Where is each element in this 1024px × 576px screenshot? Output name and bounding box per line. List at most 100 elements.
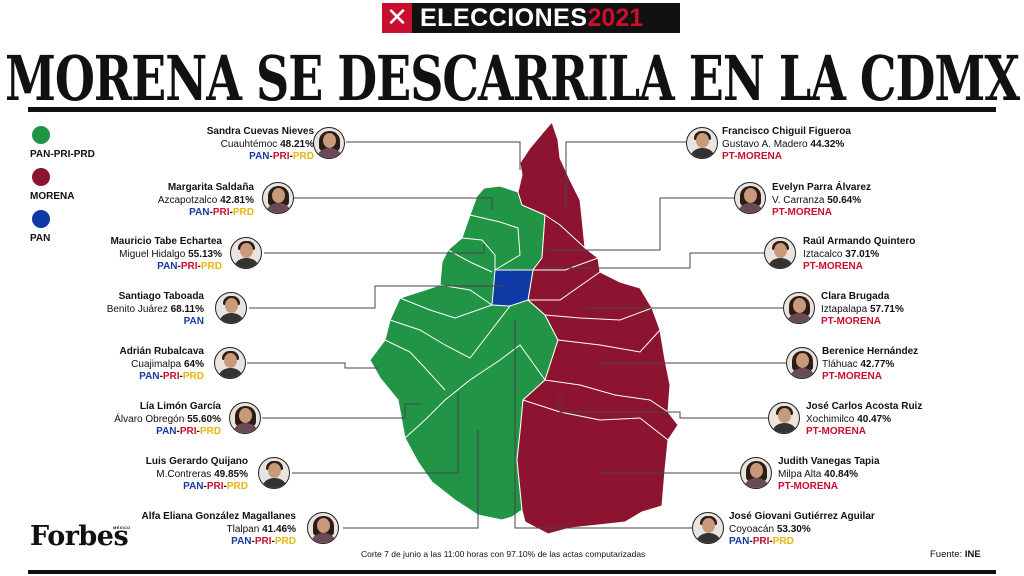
candidate-photo [768, 402, 800, 434]
candidate-name: Raúl Armando Quintero [803, 236, 916, 247]
candidate-photo [783, 292, 815, 324]
top-rule [28, 107, 996, 112]
candidate-miguel-hidalgo: Mauricio Tabe Echartea Miguel Hidalgo 55… [110, 236, 222, 274]
candidate-photo [215, 292, 247, 324]
candidate-xochimilco: José Carlos Acosta Ruiz Xochimilco 40.47… [806, 401, 922, 439]
alliance-label: PT-MORENA [821, 316, 881, 327]
candidate-result: Miguel Hidalgo 55.13% [110, 249, 222, 262]
candidate-result: Tláhuac 42.77% [822, 359, 918, 372]
district-name: Coyoacán [729, 523, 775, 535]
candidate-milpa-alta: Judith Vanegas Tapia Milpa Alta 40.84% P… [778, 456, 880, 494]
candidate-photo [686, 127, 718, 159]
candidate-name: Evelyn Parra Álvarez [772, 182, 871, 193]
candidate-name: Margarita Saldaña [167, 182, 254, 193]
vote-pct: 48.21% [280, 138, 314, 150]
candidate-photo [258, 457, 290, 489]
candidate-gustavo-a-madero: Francisco Chiguil Figueroa Gustavo A. Ma… [722, 126, 851, 164]
ballot-x-icon: ✕ [382, 3, 412, 33]
cutoff-note: Corte 7 de junio a las 11:00 horas con 9… [361, 549, 646, 559]
candidate-result: Gustavo A. Madero 44.32% [722, 139, 851, 152]
candidate-result: Coyoacán 53.30% [729, 524, 875, 537]
vote-pct: 42.77% [860, 358, 895, 370]
vote-pct: 55.60% [187, 413, 221, 425]
candidate-name: Luis Gerardo Quijano [145, 456, 248, 467]
candidate-photo [307, 512, 339, 544]
district-name: Benito Juárez [106, 303, 168, 315]
candidate-result: Iztacalco 37.01% [803, 249, 915, 262]
candidate-tlahuac: Berenice Hernández Tláhuac 42.77% PT-MOR… [822, 346, 918, 384]
legend-pan: PAN [30, 210, 50, 244]
vote-pct: 53.30% [776, 523, 811, 535]
candidate-photo [740, 457, 772, 489]
alliance-label: PAN-PRI-PRD [157, 261, 222, 272]
alliance-label: PAN-PRI-PRD [249, 151, 314, 162]
alliance-label: PAN-PRI-PRD [156, 426, 221, 437]
vote-pct: 64% [183, 358, 204, 370]
legend-pan-pri-prd: PAN-PRI-PRD [30, 126, 95, 160]
blue-region [491, 269, 534, 307]
candidate-tlalpan: Alfa Eliana González Magallanes Tlalpan … [142, 511, 297, 549]
candidate-photo [734, 182, 766, 214]
vote-pct: 41.46% [262, 523, 296, 535]
source-credit: Fuente: INE [930, 549, 981, 560]
vote-pct: 49.85% [214, 468, 248, 480]
candidate-name: Francisco Chiguil Figueroa [722, 126, 851, 137]
leader-lines-right [514, 141, 786, 529]
candidate-v-carranza: Evelyn Parra Álvarez V. Carranza 50.64% … [772, 182, 871, 220]
leader-lines-left [247, 141, 521, 529]
vote-pct: 42.81% [220, 194, 254, 206]
district-name: Iztapalapa [821, 303, 868, 315]
candidate-cuauhtemoc: Sandra Cuevas Nieves Cuauhtémoc 48.21% P… [207, 126, 314, 164]
candidate-name: José Giovani Gutiérrez Aguilar [729, 511, 875, 522]
candidate-name: Adrián Rubalcava [119, 346, 204, 357]
candidate-result: Benito Juárez 68.11% [107, 304, 204, 317]
candidate-photo [692, 512, 724, 544]
headline: MORENA SE DESCARRILA EN LA CDMX [4, 42, 1020, 115]
vote-pct: 37.01% [845, 248, 880, 260]
candidate-result: Xochimilco 40.47% [806, 414, 922, 427]
district-name: Tláhuac [822, 358, 858, 370]
candidate-name: Santiago Taboada [118, 291, 204, 302]
alliance-label: PAN-PRI-PRD [231, 536, 296, 547]
district-name: M.Contreras [156, 468, 212, 480]
candidate-photo [229, 402, 261, 434]
alliance-label: PAN-PRI-PRD [139, 371, 204, 382]
alliance-label: PAN-PRI-PRD [729, 536, 794, 547]
candidate-result: Milpa Alta 40.84% [778, 469, 880, 482]
candidate-name: José Carlos Acosta Ruiz [806, 401, 923, 412]
vote-pct: 55.13% [188, 248, 222, 260]
vote-pct: 40.47% [857, 413, 892, 425]
candidate-result: Tlalpan 41.46% [142, 523, 296, 537]
alliance-label: PT-MORENA [806, 426, 866, 437]
vote-pct: 68.11% [170, 303, 204, 315]
candidate-name: Sandra Cuevas Nieves [206, 126, 314, 137]
vote-pct: 57.71% [869, 303, 904, 315]
candidate-photo [230, 237, 262, 269]
candidate-photo [764, 237, 796, 269]
candidate-result: Cuauhtémoc 48.21% [207, 139, 314, 152]
candidate-coyoacan: José Giovani Gutiérrez Aguilar Coyoacán … [729, 511, 875, 549]
candidate-name: Berenice Hernández [822, 346, 919, 357]
candidate-result: M.Contreras 49.85% [146, 469, 248, 482]
legend-label: MORENA [30, 191, 75, 202]
candidate-result: Cuajimalpa 64% [120, 359, 204, 372]
candidate-name: Mauricio Tabe Echartea [110, 236, 222, 247]
candidate-result: Azcapotzalco 42.81% [158, 195, 254, 208]
forbes-logo: Forbes [30, 521, 129, 552]
red-region [516, 121, 679, 535]
district-name: Miguel Hidalgo [119, 248, 186, 260]
legend-dot [32, 168, 50, 186]
candidate-result: Álvaro Obregón 55.60% [114, 414, 221, 427]
district-name: Cuajimalpa [131, 358, 182, 370]
district-name: Álvaro Obregón [114, 413, 185, 425]
candidate-photo [214, 347, 246, 379]
vote-pct: 44.32% [810, 138, 845, 150]
alliance-label: PAN-PRI-PRD [189, 207, 254, 218]
candidate-azcapotzalco: Margarita Saldaña Azcapotzalco 42.81% PA… [158, 182, 254, 220]
candidate-iztacalco: Raúl Armando Quintero Iztacalco 37.01% P… [803, 236, 915, 274]
candidate-photo [313, 127, 345, 159]
candidate-cuajimalpa: Adrián Rubalcava Cuajimalpa 64% PAN-PRI-… [120, 346, 204, 384]
district-name: Xochimilco [806, 413, 855, 425]
candidate-iztapalapa: Clara Brugada Iztapalapa 57.71% PT-MOREN… [821, 291, 904, 329]
